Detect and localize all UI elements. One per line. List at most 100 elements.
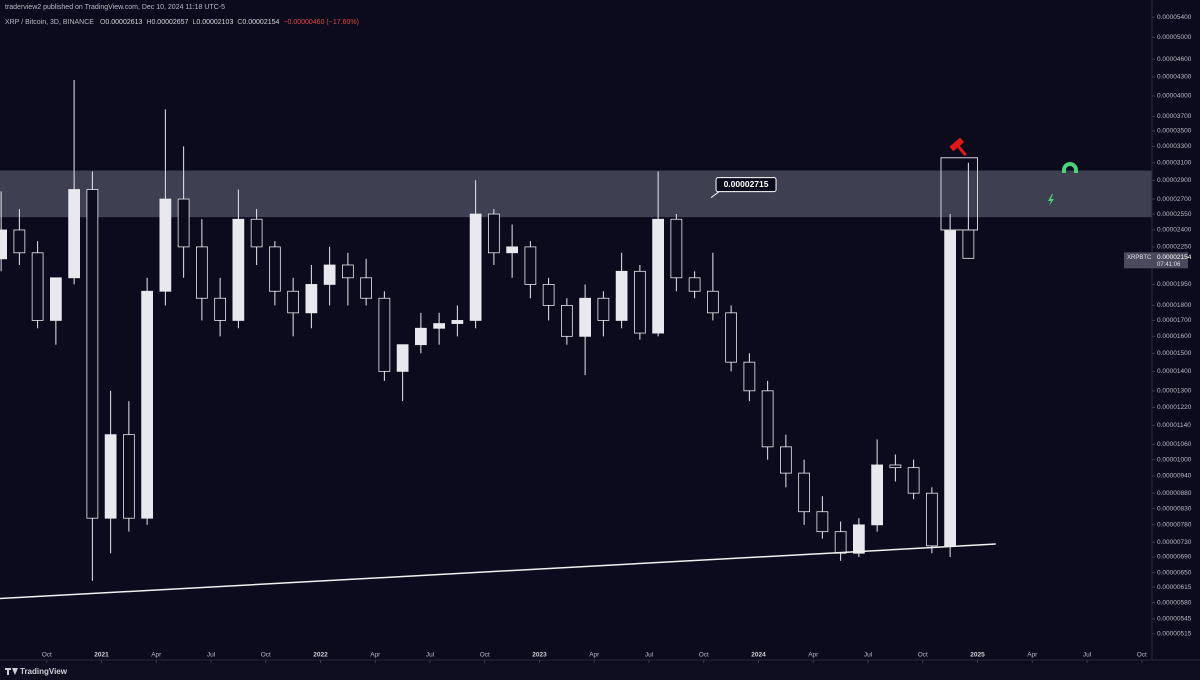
candle-body xyxy=(433,323,445,329)
candle-body xyxy=(487,213,500,254)
candle-body xyxy=(871,464,884,526)
y-tick-label: 0.00001600 xyxy=(1157,333,1192,340)
candle-body xyxy=(0,229,7,260)
x-tick-label: Jul xyxy=(864,652,873,659)
candle-body xyxy=(104,434,117,519)
x-tick-label: Jul xyxy=(645,652,654,659)
x-tick-label: Jul xyxy=(1083,652,1092,659)
y-tick-label: 0.00000940 xyxy=(1157,473,1192,480)
x-tick-label: 2025 xyxy=(970,652,985,659)
candle-body xyxy=(652,218,665,334)
candle-body xyxy=(834,531,847,554)
x-tick-label: Oct xyxy=(42,652,52,659)
footer-bar xyxy=(0,663,1200,680)
candle-body xyxy=(250,218,263,248)
y-tick-label: 0.00000515 xyxy=(1157,630,1192,637)
legend-part: 0.00002657 xyxy=(151,19,188,26)
x-tick-label: Apr xyxy=(808,652,819,659)
y-tick-label: 0.00001500 xyxy=(1157,350,1192,357)
y-tick-label: 0.00002400 xyxy=(1157,227,1192,234)
highlight-box xyxy=(940,157,978,231)
y-tick-label: 0.00005400 xyxy=(1157,14,1192,21)
annotation-box xyxy=(715,177,777,193)
y-tick-label: 0.00001400 xyxy=(1157,368,1192,375)
candle-body xyxy=(670,218,683,279)
annotation-label: 0.00002715 xyxy=(724,179,769,189)
y-tick-label: 0.00002550 xyxy=(1157,211,1192,218)
candle-body xyxy=(50,277,62,321)
x-tick-label: Apr xyxy=(151,652,162,659)
x-tick-label: Oct xyxy=(699,652,709,659)
y-tick-label: 0.00003500 xyxy=(1157,128,1192,135)
candle-body xyxy=(634,270,646,334)
legend-part: 0.00002613 xyxy=(105,19,142,26)
candle-body xyxy=(579,297,592,337)
y-tick-label: 0.00002900 xyxy=(1157,177,1192,184)
x-tick-label: Jul xyxy=(426,652,435,659)
y-tick-label: 0.00002700 xyxy=(1157,196,1192,203)
y-tick-label: 0.00000615 xyxy=(1157,584,1192,591)
candle-body xyxy=(524,246,537,285)
legend: XRP / Bitcoin, 3D, BINANCE O0.00002613 H0.… xyxy=(5,19,359,26)
trendline xyxy=(0,543,996,600)
legend-part: L xyxy=(192,19,196,26)
y-tick-label: 0.00001060 xyxy=(1157,441,1192,448)
legend-part: O xyxy=(100,19,106,26)
candle-body xyxy=(360,277,372,299)
hammer-icon xyxy=(949,137,967,157)
y-tick-label: 0.00005000 xyxy=(1157,34,1192,41)
y-tick-label: 0.00002250 xyxy=(1157,244,1192,251)
y-tick-label: 0.00004000 xyxy=(1157,93,1192,100)
candle-body xyxy=(798,472,811,513)
y-tick-label: 0.00004600 xyxy=(1157,56,1192,63)
x-tick-label: 2022 xyxy=(313,652,328,659)
x-tick-label: 2021 xyxy=(94,652,109,659)
y-tick-label: 0.00001220 xyxy=(1157,404,1192,411)
footer-text: TradingView xyxy=(20,667,68,676)
candle-body xyxy=(378,297,391,372)
legend-part: −0.00000460 (−17.60%) xyxy=(283,19,359,26)
candle-body xyxy=(561,305,573,337)
candle-body xyxy=(214,297,226,321)
magnet-icon xyxy=(1062,162,1078,173)
candle-body xyxy=(177,198,190,248)
candle-body xyxy=(542,284,555,306)
candle-body xyxy=(305,284,318,314)
x-tick-label: Jul xyxy=(207,652,216,659)
lightning-icon xyxy=(1048,194,1054,206)
candle-body xyxy=(123,434,135,519)
candle-body xyxy=(907,467,920,494)
candle-body xyxy=(962,229,975,259)
price-tag-symbol: XRPBTC xyxy=(1127,255,1152,261)
y-tick-label: 0.00000580 xyxy=(1157,599,1192,606)
candle-body xyxy=(414,327,427,346)
x-tick-label: Oct xyxy=(261,652,271,659)
candle-body xyxy=(761,390,774,448)
candle-body xyxy=(926,492,938,547)
candle-body xyxy=(853,524,865,554)
y-tick-label: 0.00004300 xyxy=(1157,74,1192,81)
y-tick-label: 0.00001800 xyxy=(1157,302,1192,309)
y-tick-label: 0.00001950 xyxy=(1157,281,1192,288)
legend-part: C xyxy=(237,19,242,26)
x-tick-label: Oct xyxy=(480,652,490,659)
candle-body xyxy=(615,270,628,321)
candle-body xyxy=(944,229,957,547)
x-tick-label: Oct xyxy=(1137,652,1147,659)
candle-body xyxy=(86,189,99,519)
candle-body xyxy=(341,264,354,279)
x-tick-label: 2024 xyxy=(751,652,766,659)
y-tick-label: 0.00001700 xyxy=(1157,317,1192,324)
candle-body xyxy=(506,246,518,254)
logo xyxy=(5,668,18,675)
y-tick-label: 0.00000780 xyxy=(1157,522,1192,529)
y-tick-label: 0.00003700 xyxy=(1157,113,1192,120)
y-tick-label: 0.00000650 xyxy=(1157,569,1192,576)
candle-body xyxy=(287,290,299,314)
candle-body xyxy=(597,297,610,321)
y-tick-label: 0.00000830 xyxy=(1157,505,1192,512)
price-tag-value: 0.00002154 xyxy=(1157,254,1192,261)
candle-body xyxy=(396,344,409,372)
